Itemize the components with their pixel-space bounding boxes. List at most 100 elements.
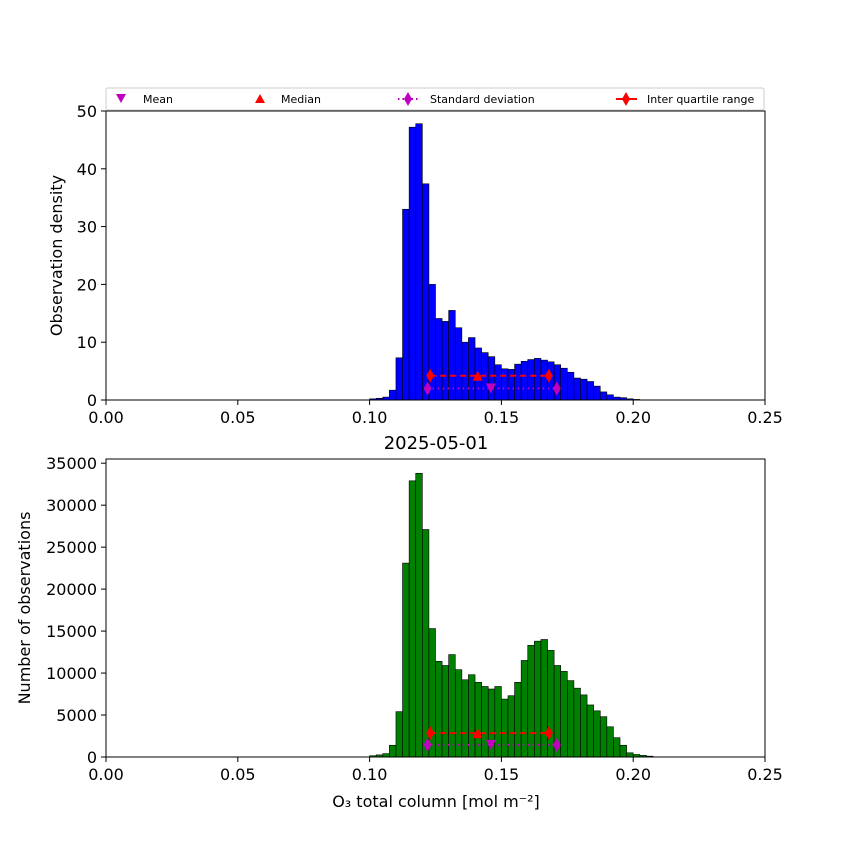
x-tick-label: 0.25 [747, 408, 783, 427]
legend-label-iqr: Inter quartile range [647, 93, 754, 106]
x-tick-label: 0.00 [88, 765, 124, 784]
x-tick-label: 0.10 [352, 408, 388, 427]
median-marker [472, 728, 483, 739]
histogram-bar [395, 711, 403, 758]
std-endpoint-marker [423, 737, 432, 752]
histogram-bar [566, 371, 575, 401]
x-axis-label: O₃ total column [mol m⁻²] [332, 792, 540, 811]
histogram-bar [599, 716, 608, 758]
density-histogram-panel: 0.00 0.05 0.10 0.15 0.20 0.25 0 10 20 30 40 50 Obser… [47, 102, 783, 427]
histogram-bar [573, 687, 581, 758]
legend-item-std: Standard deviation [398, 92, 535, 106]
legend: Mean Median Standard deviation Inter qua… [105, 87, 765, 111]
histogram-bar [402, 208, 410, 401]
x-tick-label: 0.05 [220, 408, 256, 427]
histogram-bar [415, 472, 423, 758]
iqr-marker-icon [622, 92, 630, 106]
histogram-bar [547, 650, 555, 758]
histogram-bar [415, 123, 423, 401]
y-tick-label: 35000 [46, 454, 97, 473]
histogram-bar [501, 698, 509, 758]
y-tick-label: 25000 [46, 538, 97, 557]
histogram-bar [613, 737, 621, 758]
legend-item-mean: Mean [116, 93, 173, 106]
x-tick-label: 0.00 [88, 408, 124, 427]
y-tick-label: 40 [77, 160, 97, 179]
histogram-bar [408, 480, 417, 758]
y-tick-label: 5000 [56, 706, 97, 725]
histogram-bar [593, 710, 601, 758]
std-endpoint-marker [552, 381, 561, 396]
histogram-bar [395, 357, 403, 401]
y-tick-label: 50 [77, 102, 97, 121]
mean-marker-icon [116, 94, 126, 103]
y-tick-label: 10 [77, 333, 97, 352]
y-tick-label: 20000 [46, 580, 97, 599]
histogram-bar [481, 686, 489, 758]
x-tick-label: 0.20 [615, 765, 651, 784]
iqr-endpoint-marker [544, 368, 553, 383]
histogram-bar [494, 364, 502, 401]
histogram-bar [507, 695, 515, 758]
x-tick-label: 0.25 [747, 765, 783, 784]
histogram-bar [560, 671, 568, 758]
histogram-bar [507, 369, 515, 401]
y-tick-label: 15000 [46, 622, 97, 641]
histogram-bar [540, 359, 548, 401]
histogram-bar [573, 377, 581, 401]
histogram-bar [382, 753, 390, 758]
histogram-bar [494, 686, 502, 758]
histogram-bar [501, 368, 509, 401]
plot-frame [105, 458, 766, 758]
histogram-bar [408, 126, 417, 401]
legend-box [105, 87, 765, 111]
histogram-bar [580, 694, 588, 758]
histogram-bar [435, 661, 443, 758]
histogram-bar [527, 359, 535, 401]
y-axis-label: Observation density [47, 175, 66, 336]
y-axis-label: Number of observations [15, 512, 34, 705]
histogram-bar [461, 341, 469, 401]
histogram-bar [606, 726, 614, 758]
count-histogram-panel: 0.00 0.05 0.10 0.15 0.20 0.25 0 5000 10000 15000 2… [15, 454, 783, 784]
std-endpoint-marker [552, 737, 561, 752]
y-tick-label: 30 [77, 218, 97, 237]
histogram-bar [389, 744, 397, 758]
y-tick-label: 20 [77, 275, 97, 294]
x-tick-label: 0.05 [220, 765, 256, 784]
iqr-endpoint-marker [426, 368, 435, 383]
x-tick-label: 0.15 [484, 765, 520, 784]
histogram-bar [441, 665, 449, 758]
y-tick-label: 0 [87, 391, 97, 410]
histogram-bar [619, 744, 627, 758]
legend-item-median: Median [255, 93, 321, 106]
histogram-bar [448, 310, 456, 401]
median-marker-icon [255, 94, 265, 103]
iqr-endpoint-marker [544, 726, 553, 741]
std-endpoint-marker [423, 381, 432, 396]
histogram-bar [534, 358, 542, 401]
histogram-bar [599, 391, 608, 401]
histogram-bar [422, 529, 430, 758]
histogram-bar [468, 337, 476, 401]
histogram-bar [422, 183, 430, 401]
lower-panel-title: 2025-05-01 [384, 433, 489, 454]
mean-marker [485, 383, 496, 394]
plot-frame [105, 110, 766, 401]
histogram-bar [586, 704, 594, 758]
histogram-bar [389, 389, 397, 401]
histogram-bar [487, 356, 496, 401]
histogram-bar [448, 654, 456, 758]
x-tick-label: 0.15 [484, 408, 520, 427]
y-tick-label: 0 [87, 748, 97, 767]
x-tick-label: 0.10 [352, 765, 388, 784]
legend-label-median: Median [281, 93, 321, 106]
mean-marker [485, 739, 496, 750]
histogram-bar [586, 381, 594, 401]
histogram-bar [553, 364, 562, 401]
std-marker-icon [404, 92, 412, 106]
y-tick-label: 30000 [46, 496, 97, 515]
y-tick-label: 10000 [46, 664, 97, 683]
histogram-bar [606, 394, 614, 401]
